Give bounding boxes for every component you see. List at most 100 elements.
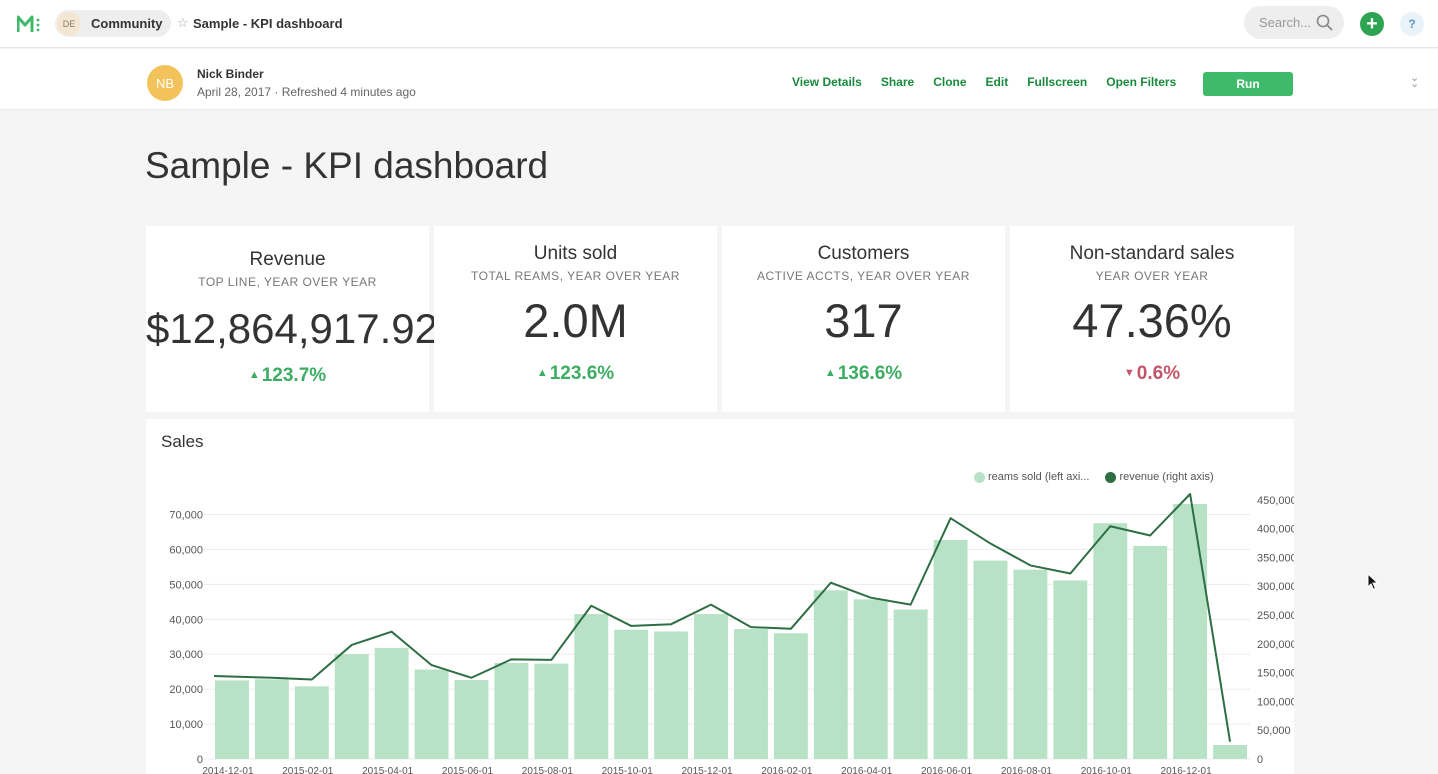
report-header: NB Nick Binder April 28, 2017 · Refreshe…	[0, 49, 1438, 110]
x-tick-label: 2015-02-01	[282, 766, 334, 774]
report-actions: View Details Share Clone Edit Fullscreen…	[792, 75, 1176, 89]
x-tick-label: 2016-06-01	[921, 766, 973, 774]
y-tick-label: 10,000	[169, 719, 203, 731]
x-tick-label: 2015-04-01	[362, 766, 414, 774]
y2-tick-label: 100,000	[1257, 696, 1294, 708]
chevron-double-down-icon[interactable]: ⌄ ⌄	[1410, 72, 1420, 90]
chart-title: Sales	[161, 432, 204, 451]
x-tick-label: 2016-10-01	[1081, 766, 1133, 774]
y-tick-label: 50,000	[169, 579, 203, 591]
kpi-delta-value: 123.7%	[261, 365, 327, 386]
search-placeholder: Search...	[1259, 15, 1312, 30]
run-button[interactable]: Run	[1203, 72, 1293, 96]
y2-tick-label: 350,000	[1257, 552, 1294, 564]
bar	[1053, 580, 1088, 759]
bar	[414, 669, 449, 759]
bar	[1133, 545, 1168, 759]
triangle-up-icon: ▲	[248, 369, 260, 381]
author-avatar[interactable]: NB	[147, 65, 183, 101]
author-name[interactable]: Nick Binder	[197, 67, 264, 81]
mouse-cursor-icon	[1367, 573, 1379, 591]
bar	[893, 609, 928, 759]
y-tick-label: 60,000	[169, 544, 203, 556]
sales-chart[interactable]: 0 10,000 20,000 30,000 40,000 50,000 60,000 70,…	[146, 419, 1294, 774]
kpi-delta: ▼ 0.6%	[1010, 363, 1294, 385]
kpi-title: Customers	[817, 243, 910, 264]
report-meta: April 28, 2017 · Refreshed 4 minutes ago	[197, 85, 416, 99]
kpi-delta-value: 136.6%	[837, 363, 903, 384]
share-link[interactable]: Share	[880, 75, 915, 89]
bar	[654, 631, 689, 759]
bar	[494, 662, 529, 759]
clone-link[interactable]: Clone	[933, 75, 967, 89]
triangle-up-icon: ▲	[824, 367, 836, 379]
view-details-link[interactable]: View Details	[792, 75, 862, 89]
bar	[534, 663, 569, 759]
x-tick-label: 2016-12-01	[1161, 766, 1213, 774]
x-tick-label: 2015-06-01	[442, 766, 494, 774]
kpi-delta-value: 0.6%	[1136, 363, 1181, 384]
kpi-value: 47.36%	[1072, 294, 1232, 347]
kpi-card-units-sold: Units sold TOTAL REAMS, YEAR OVER YEAR 2…	[434, 226, 717, 412]
page-title: Sample - KPI dashboard	[145, 145, 549, 186]
bar	[334, 654, 369, 759]
y2-tick-label: 150,000	[1257, 668, 1294, 680]
kpi-value: 2.0M	[523, 294, 628, 347]
kpi-card-customers: Customers ACTIVE ACCTS, YEAR OVER YEAR 3…	[722, 226, 1005, 412]
bar	[973, 560, 1008, 759]
legend-swatch-revenue	[1105, 471, 1117, 483]
bar	[1013, 569, 1048, 759]
x-tick-label: 2016-08-01	[1001, 766, 1053, 774]
y2-tick-label: 250,000	[1257, 610, 1294, 622]
bar	[933, 539, 968, 759]
bar	[454, 680, 489, 759]
kpi-subtitle: ACTIVE ACCTS, YEAR OVER YEAR	[757, 269, 970, 283]
y2-tick-label: 0	[1257, 754, 1263, 766]
chart-legend: reams sold (left axi... revenue (right a…	[974, 471, 1214, 483]
bar	[853, 599, 888, 759]
legend-label-reams: reams sold (left axi...	[988, 471, 1090, 483]
kpi-subtitle: TOTAL REAMS, YEAR OVER YEAR	[471, 269, 680, 283]
kpi-delta: ▲ 123.6%	[434, 363, 717, 385]
triangle-down-icon: ▼	[1123, 367, 1135, 379]
x-tick-label: 2015-12-01	[681, 766, 733, 774]
community-breadcrumb[interactable]: DE Community	[55, 10, 171, 37]
bar	[574, 614, 609, 759]
star-icon[interactable]: ☆	[177, 15, 189, 30]
bar	[254, 679, 289, 759]
mode-logo-icon[interactable]	[17, 14, 43, 34]
bar	[1173, 504, 1208, 759]
legend-swatch-reams	[974, 471, 985, 483]
kpi-delta-value: 123.6%	[549, 363, 615, 384]
triangle-up-icon: ▲	[536, 367, 548, 379]
x-tick-label: 2015-08-01	[522, 766, 574, 774]
help-button[interactable]: ?	[1400, 12, 1424, 36]
legend-label-revenue: revenue (right axis)	[1119, 471, 1214, 483]
legend-item-revenue[interactable]: revenue (right axis)	[1105, 471, 1214, 483]
search-input[interactable]: Search...	[1244, 6, 1344, 39]
edit-link[interactable]: Edit	[985, 75, 1009, 89]
kpi-subtitle: TOP LINE, YEAR OVER YEAR	[198, 275, 377, 289]
kpi-title: Revenue	[249, 249, 326, 270]
fullscreen-link[interactable]: Fullscreen	[1027, 75, 1088, 89]
x-tick-label: 2016-04-01	[841, 766, 893, 774]
y2-tick-label: 50,000	[1257, 725, 1291, 737]
y-tick-label: 20,000	[169, 684, 203, 696]
report-name: Sample - KPI dashboard	[193, 16, 343, 31]
bar	[374, 647, 409, 759]
open-filters-link[interactable]: Open Filters	[1106, 75, 1177, 89]
y2-tick-label: 400,000	[1257, 524, 1294, 536]
bar	[1213, 745, 1247, 759]
kpi-title: Units sold	[533, 243, 618, 264]
add-button[interactable]: +	[1360, 12, 1384, 36]
kpi-title: Non-standard sales	[1069, 243, 1235, 264]
bar	[1093, 523, 1128, 759]
y2-tick-label: 300,000	[1257, 581, 1294, 593]
kpi-delta: ▲ 136.6%	[722, 363, 1005, 385]
kpi-card-revenue: Revenue TOP LINE, YEAR OVER YEAR $12,864…	[146, 226, 438, 412]
bar	[734, 629, 768, 759]
y-tick-label: 0	[197, 754, 203, 766]
search-icon	[1316, 14, 1333, 31]
legend-item-reams[interactable]: reams sold (left axi...	[974, 471, 1089, 483]
community-label: Community	[91, 16, 163, 31]
